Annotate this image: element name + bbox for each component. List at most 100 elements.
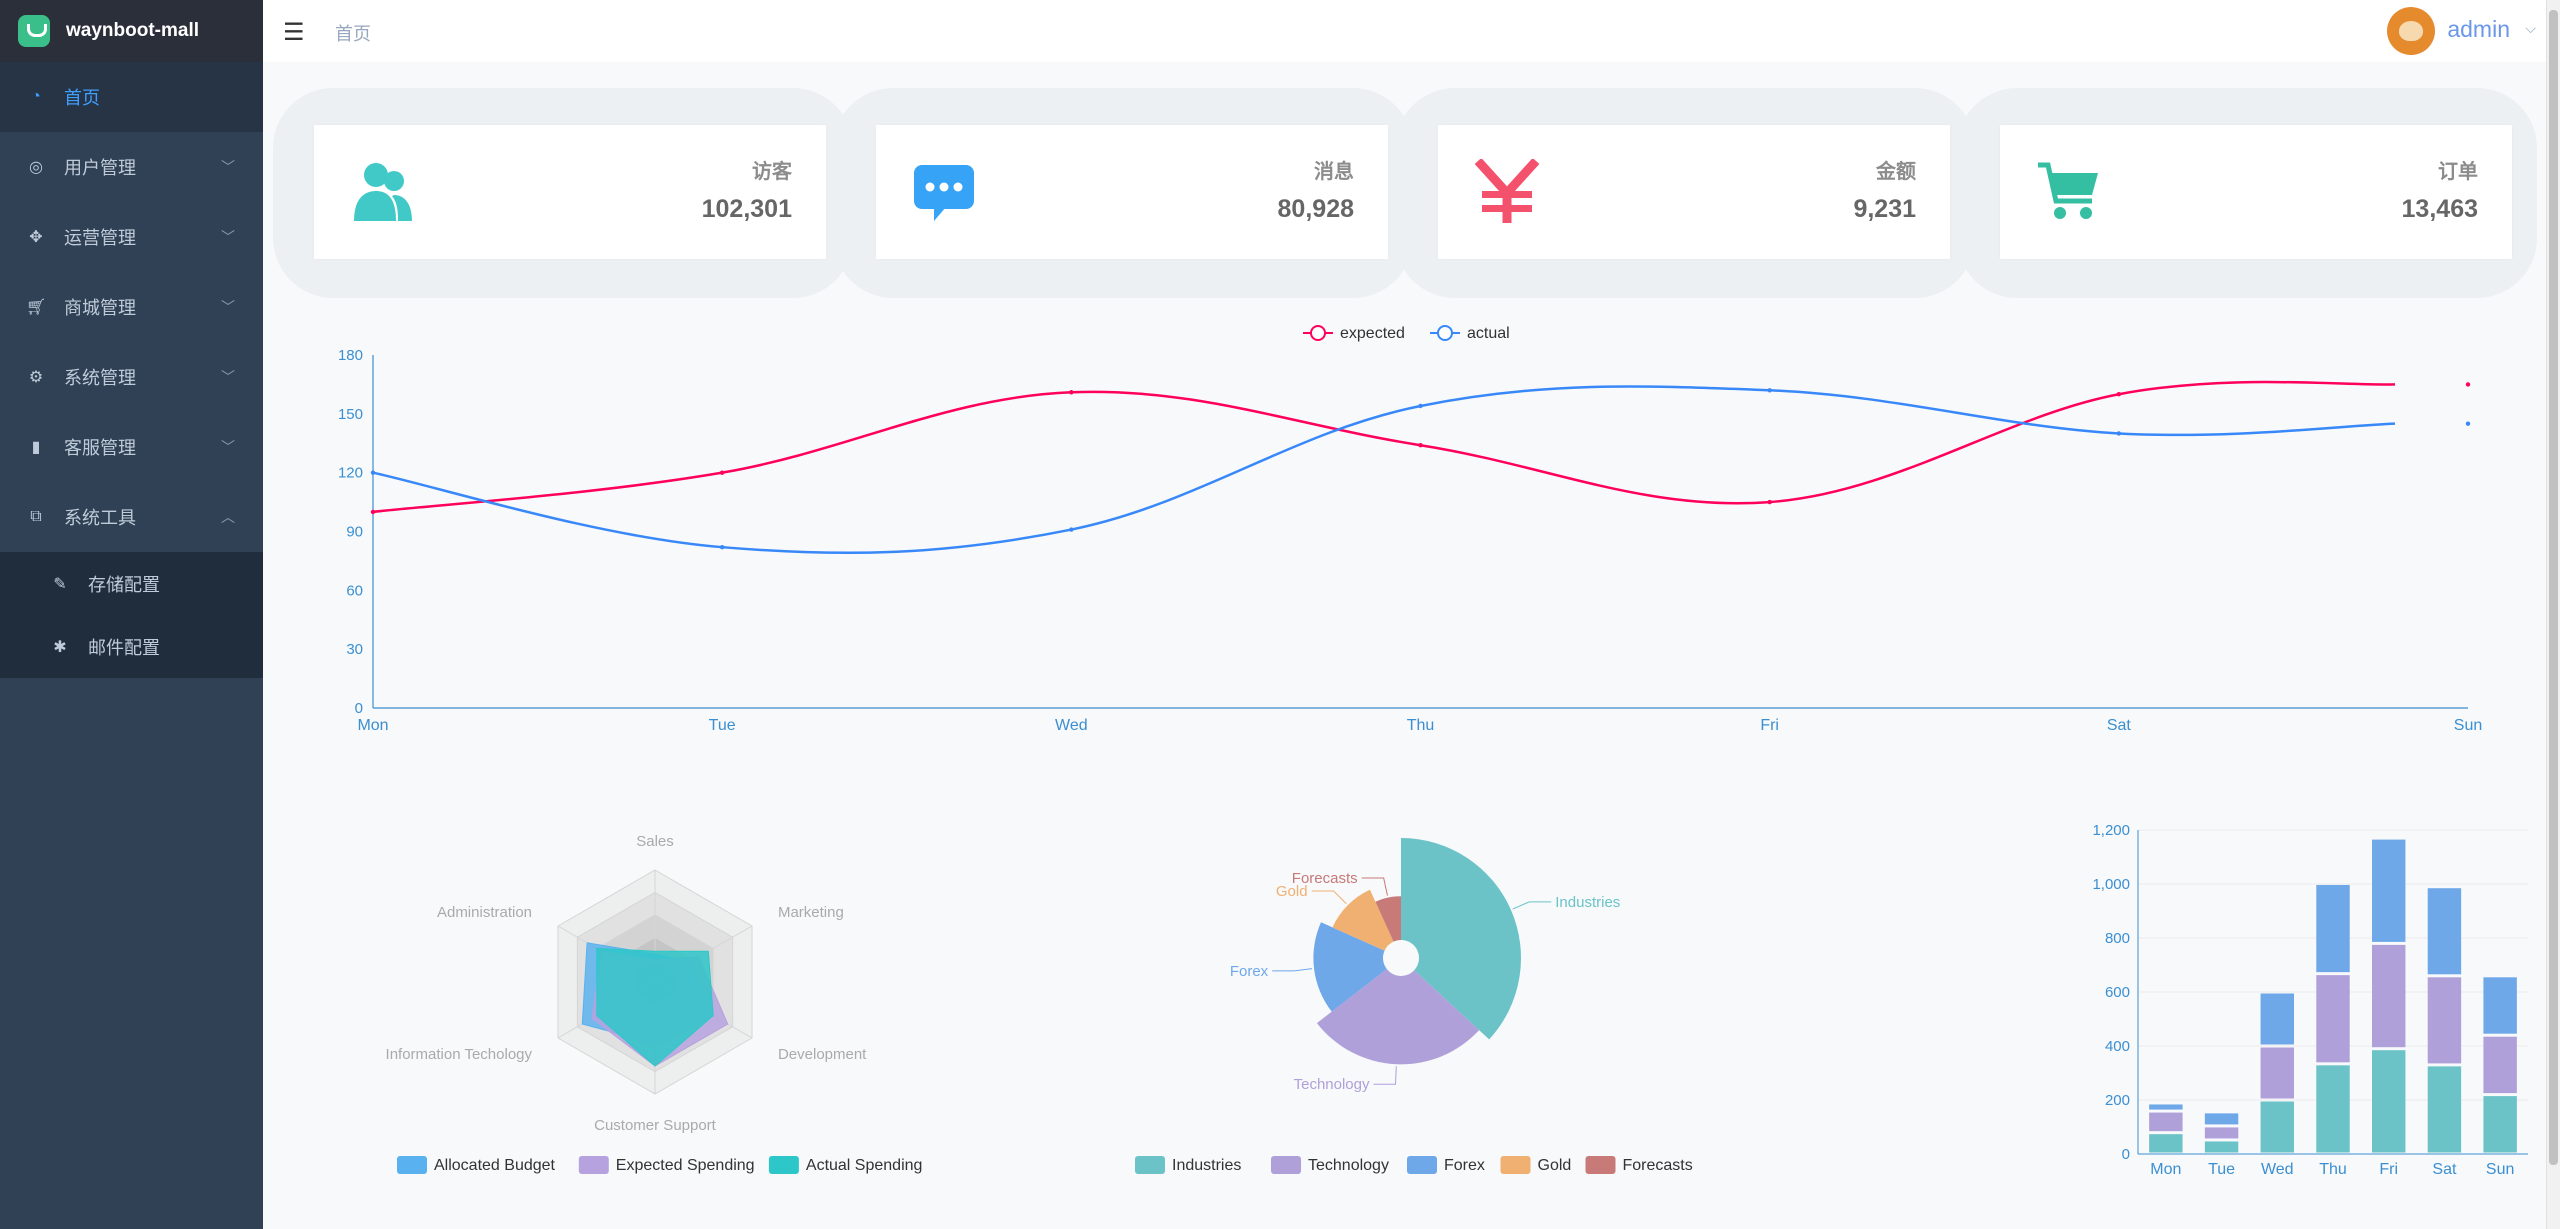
bar-segment[interactable] (2427, 977, 2462, 1064)
scrollbar-thumb[interactable] (2549, 10, 2558, 1165)
gear-icon: ⚙ (28, 369, 44, 386)
legend-label[interactable]: Expected Spending (616, 1157, 755, 1174)
bar-segment[interactable] (2483, 1036, 2517, 1094)
x-tick-label: Tue (709, 717, 736, 734)
bar-segment[interactable] (2204, 1141, 2239, 1153)
pie-slice-label: Forex (1230, 963, 1269, 980)
chevron-down-icon[interactable]: ⌵ (2525, 20, 2536, 36)
bottom-charts: Sales Marketing Development Customer Suppor… (263, 790, 2559, 1220)
bar-segment[interactable] (2204, 1113, 2239, 1125)
legend-marker[interactable] (1437, 325, 1453, 341)
card-orders[interactable]: 订单 13,463 (2000, 125, 2512, 259)
sidebar-item[interactable]: ◔ 首页 (0, 62, 263, 132)
dashboard-icon: ◔ (31, 88, 41, 105)
radar-indicator-label: Customer Support (594, 1117, 717, 1134)
sidebar-subitem-label: 存储配置 (88, 574, 160, 595)
legend-label[interactable]: Actual Spending (806, 1157, 923, 1174)
sidebar-subitem[interactable]: ✎ 存储配置 (0, 552, 263, 615)
pie-slice[interactable] (1375, 896, 1401, 942)
legend-swatch[interactable] (1271, 1156, 1301, 1174)
sidebar-item[interactable]: ⧉ 系统工具 ︿ (0, 482, 263, 552)
x-tick-label: Sat (2432, 1161, 2457, 1178)
bar-segment[interactable] (2316, 975, 2350, 1063)
bar-segment[interactable] (2427, 888, 2462, 975)
card-label: 订单 (2438, 161, 2478, 183)
message-icon (914, 165, 974, 221)
bug-icon: ✱ (53, 638, 67, 656)
card-messages[interactable]: 消息 80,928 (876, 125, 1388, 259)
legend-swatch[interactable] (1500, 1156, 1531, 1174)
bar-segment[interactable] (2260, 1101, 2294, 1153)
legend-label[interactable]: expected (1340, 325, 1405, 342)
logo-icon (18, 15, 50, 47)
data-point (2465, 382, 2471, 387)
legend-label[interactable]: Industries (1172, 1157, 1241, 1174)
legend-swatch[interactable] (1585, 1156, 1616, 1174)
sidebar-item[interactable]: 🛒︎ 商城管理 ﹀ (0, 272, 263, 342)
bar-segment[interactable] (2427, 1066, 2462, 1153)
user-name[interactable]: admin (2447, 16, 2510, 42)
main: ☰ 首页 admin ⌵ 访客 102,301 (263, 0, 2560, 1229)
sidebar-item-label: 客服管理 (64, 438, 136, 458)
y-tick-label: 150 (338, 406, 363, 423)
legend-label[interactable]: Forex (1444, 1157, 1485, 1174)
hamburger-icon[interactable]: ☰ (283, 19, 305, 46)
submenu: ✎ 存储配置 ✱ 邮件配置 (0, 552, 263, 678)
bar-segment[interactable] (2149, 1134, 2183, 1153)
bar-segment[interactable] (2260, 993, 2294, 1045)
sidebar-item[interactable]: ▮ 客服管理 ﹀ (0, 412, 263, 482)
avatar[interactable] (2387, 7, 2435, 55)
x-tick-label: Mon (357, 717, 388, 734)
y-tick-label: 0 (2122, 1146, 2130, 1163)
legend-swatch[interactable] (768, 1156, 799, 1174)
sidebar-item[interactable]: ✥ 运营管理 ﹀ (0, 202, 263, 272)
data-point (1418, 403, 1423, 409)
brand[interactable]: waynboot-mall (0, 0, 263, 62)
legend-label[interactable]: Allocated Budget (434, 1157, 556, 1174)
legend-marker[interactable] (1310, 325, 1326, 341)
bar-segment[interactable] (2483, 977, 2517, 1034)
pie-slice[interactable] (1313, 922, 1387, 1012)
bar-segment[interactable] (2149, 1112, 2183, 1132)
pie-slice[interactable] (1401, 838, 1521, 1040)
legend-swatch[interactable] (578, 1156, 609, 1174)
bar-segment[interactable] (2372, 944, 2406, 1048)
card-value: 13,463 (2401, 195, 2478, 223)
data-point (1418, 443, 1423, 448)
data-point (719, 544, 725, 550)
bar-segment[interactable] (2372, 839, 2406, 942)
legend-label[interactable]: actual (1467, 325, 1510, 342)
card-label: 消息 (1314, 161, 1354, 183)
sidebar-subitem[interactable]: ✱ 邮件配置 (0, 615, 263, 678)
sidebar-item[interactable]: ◎ 用户管理 ﹀ (0, 132, 263, 202)
bar-segment[interactable] (2372, 1050, 2406, 1153)
legend-swatch[interactable] (1407, 1156, 1437, 1174)
bar-segment[interactable] (2316, 884, 2350, 973)
card-label: 金额 (1876, 161, 1916, 183)
bar-segment[interactable] (2483, 1096, 2517, 1153)
card-visitors[interactable]: 访客 102,301 (314, 125, 826, 259)
legend-label[interactable]: Technology (1308, 1157, 1389, 1174)
user-manage-icon: ◎ (29, 159, 43, 176)
x-tick-label: Thu (2319, 1161, 2347, 1178)
bar-segment[interactable] (2316, 1065, 2350, 1153)
pie-slice[interactable] (1332, 889, 1394, 951)
breadcrumb[interactable]: 首页 (335, 24, 371, 44)
legend-label[interactable]: Forecasts (1623, 1157, 1693, 1174)
sidebar-item[interactable]: ⚙ 系统管理 ﹀ (0, 342, 263, 412)
bar-segment[interactable] (2260, 1047, 2294, 1099)
pie-slice-label: Forecasts (1292, 870, 1358, 887)
card-value: 80,928 (1277, 195, 1354, 223)
card-money[interactable]: 金额 9,231 (1438, 125, 1950, 259)
legend-swatch[interactable] (397, 1156, 427, 1174)
scrollbar[interactable] (2546, 0, 2560, 1229)
legend-swatch[interactable] (1135, 1156, 1165, 1174)
pie-slice[interactable] (1316, 969, 1480, 1065)
chevron-down-icon: ﹀ (221, 229, 235, 245)
edit-icon: ✎ (53, 575, 67, 593)
legend-label[interactable]: Gold (1538, 1157, 1572, 1174)
bar-segment[interactable] (2149, 1104, 2183, 1110)
bar-segment[interactable] (2204, 1127, 2239, 1139)
line-chart-panel: 0 30 60 90 120 150 180 Mon Tue Wed Thu Fri Sat Sun exp… (263, 308, 2559, 748)
sidebar-item-label: 运营管理 (64, 228, 136, 248)
